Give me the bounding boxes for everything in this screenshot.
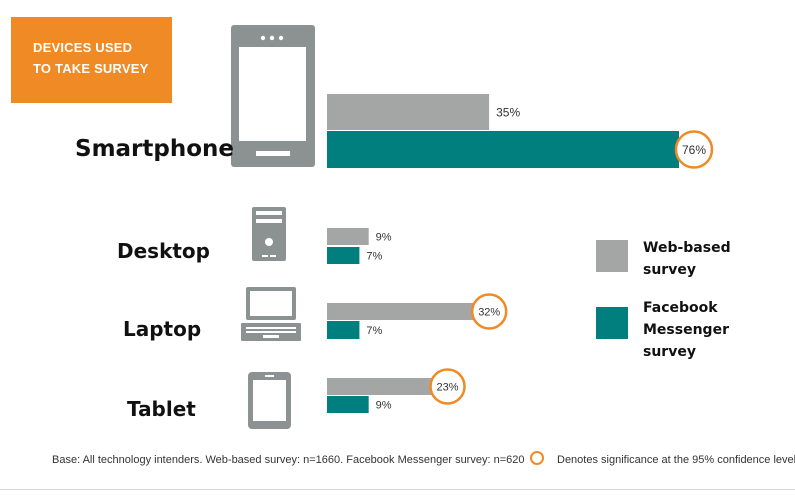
tablet-icon xyxy=(248,372,291,429)
legend-swatch-messenger xyxy=(596,307,628,339)
smartphone-icon xyxy=(231,25,315,167)
value-label-desktop-web: 9% xyxy=(376,231,392,243)
significance-circle-icon xyxy=(530,451,544,465)
significance-marker-smartphone-messenger xyxy=(674,130,714,169)
chart-title-line-2: TO TAKE SURVEY xyxy=(33,61,149,76)
bar-smartphone-messenger xyxy=(327,131,679,168)
desktop-tower-icon xyxy=(252,207,286,261)
value-label-smartphone-messenger: 76% xyxy=(682,143,706,157)
bar-tablet-web xyxy=(327,378,434,395)
legend-swatch-web xyxy=(596,240,628,272)
bar-tablet-messenger xyxy=(327,396,369,413)
bar-desktop-messenger xyxy=(327,247,360,264)
bar-laptop-web xyxy=(327,303,476,320)
significance-marker-tablet-web xyxy=(429,368,466,405)
legend-label-web: Web-based survey xyxy=(643,240,731,278)
value-label-desktop-messenger: 7% xyxy=(366,250,382,262)
laptop-icon xyxy=(241,287,301,341)
bottom-divider xyxy=(0,489,795,490)
bar-laptop-messenger xyxy=(327,321,360,339)
category-label-tablet: Tablet xyxy=(127,397,196,421)
legend-label-messenger: Facebook Messenger survey xyxy=(643,300,729,360)
footer-significance-note: Denotes significance at the 95% confiden… xyxy=(557,454,795,466)
value-label-tablet-messenger: 9% xyxy=(376,399,392,411)
category-label-laptop: Laptop xyxy=(123,317,202,341)
value-label-tablet-web: 23% xyxy=(437,381,459,393)
bar-desktop-web xyxy=(327,228,369,245)
value-label-laptop-messenger: 7% xyxy=(366,325,382,337)
chart-title-box: DEVICES USED TO TAKE SURVEY xyxy=(11,17,172,103)
significance-marker-laptop-web xyxy=(470,293,508,330)
value-label-smartphone-web: 35% xyxy=(496,105,520,119)
bar-smartphone-web xyxy=(327,94,490,130)
chart-title-line-1: DEVICES USED xyxy=(33,40,133,55)
value-label-laptop-web: 32% xyxy=(478,306,500,318)
category-label-desktop: Desktop xyxy=(117,239,210,263)
footer-base-note: Base: All technology intenders. Web-base… xyxy=(52,454,525,466)
category-label-smartphone: Smartphone xyxy=(75,136,235,162)
